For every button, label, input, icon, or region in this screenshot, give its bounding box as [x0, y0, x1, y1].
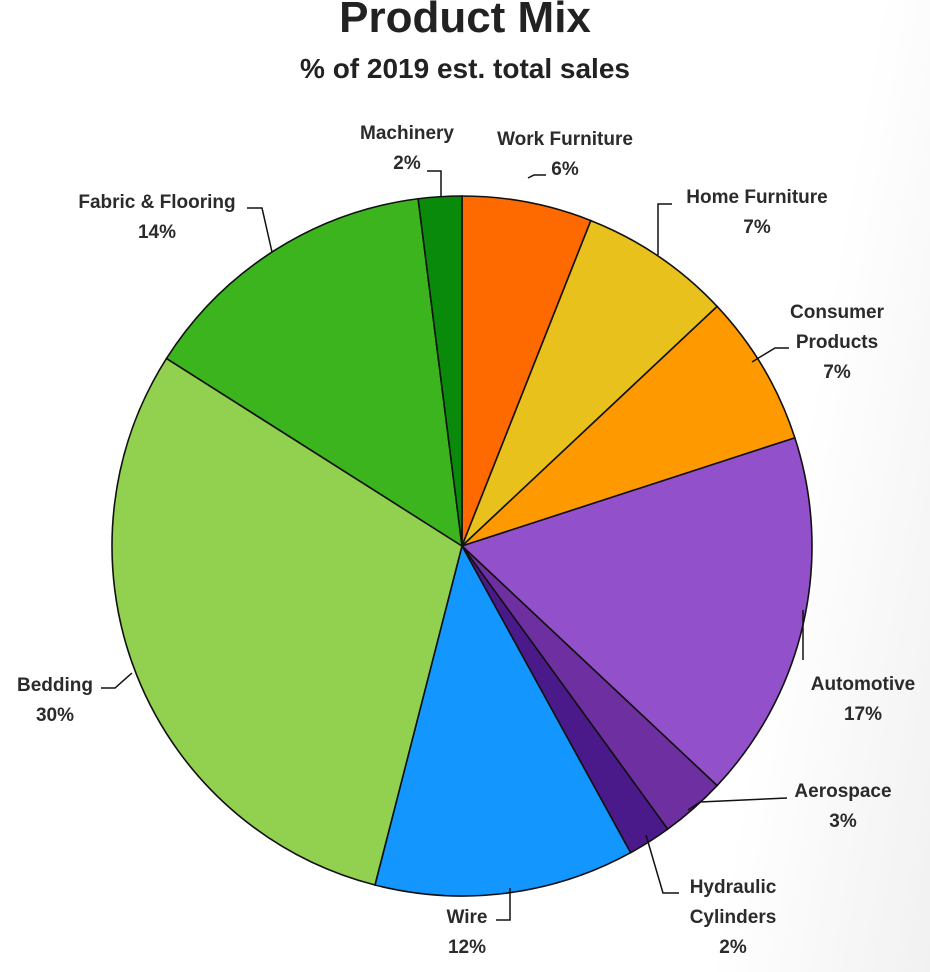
slice-label-home-furniture: Home Furniture 7% — [686, 187, 827, 238]
pie-slice-fabric-flooring — [165, 197, 464, 548]
slice-label-fabric-flooring: Fabric & Flooring 14% — [78, 192, 235, 243]
leader-line-machinery — [427, 170, 442, 197]
slice-label-consumer-products: Consumer Products 7% — [790, 302, 885, 383]
pie-slice-work-furniture — [461, 195, 592, 547]
chart-subtitle: % of 2019 est. total sales — [300, 53, 630, 84]
leader-line-consumer-products — [751, 347, 789, 363]
pie-slice-bedding — [111, 357, 463, 886]
slice-label-hydraulic-cylinders: Hydraulic Cylinders 2% — [690, 877, 777, 958]
leader-line-home-furniture — [657, 203, 672, 255]
leader-line-wire — [496, 888, 511, 921]
leader-line-aerospace — [687, 797, 788, 811]
leader-line-bedding — [101, 672, 133, 689]
slice-label-wire: Wire 12% — [446, 907, 487, 958]
leader-line-hydraulic-cylinders — [645, 834, 679, 894]
pie-slice-machinery — [417, 195, 463, 547]
pie-slice-consumer-products — [461, 305, 796, 547]
pie-slice-wire — [373, 543, 632, 897]
slice-label-machinery: Machinery 2% — [360, 123, 454, 174]
chart-title: Product Mix — [339, 0, 591, 42]
slice-label-bedding: Bedding 30% — [17, 675, 93, 726]
slice-label-aerospace: Aerospace 3% — [794, 781, 891, 832]
leader-line-work-furniture — [527, 174, 546, 179]
slice-label-automotive: Automotive 17% — [811, 674, 916, 725]
leader-line-fabric-flooring — [247, 207, 273, 253]
slice-label-work-furniture: Work Furniture 6% — [497, 129, 633, 180]
pie-slice-home-furniture — [461, 219, 719, 547]
